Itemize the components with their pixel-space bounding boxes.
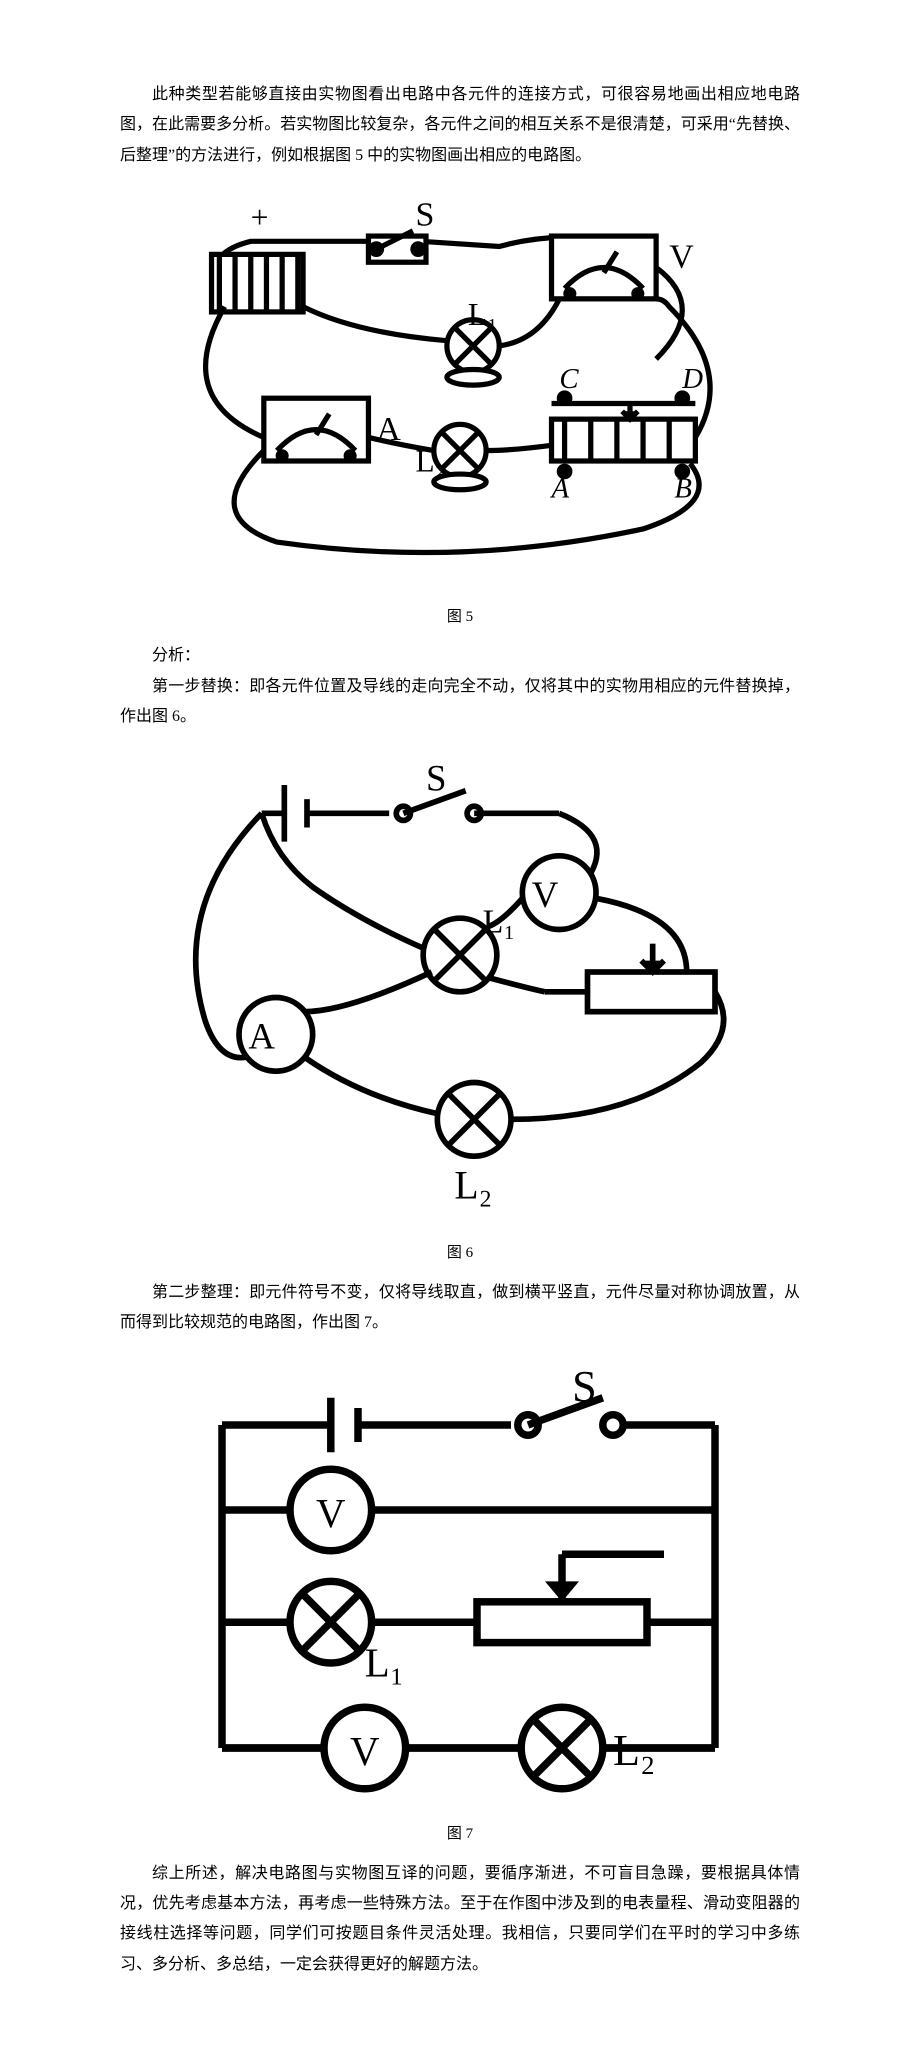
svg-text:A: A: [248, 1015, 275, 1056]
svg-text:S: S: [572, 1362, 597, 1411]
svg-text:A: A: [550, 473, 570, 505]
svg-text:A: A: [376, 411, 401, 448]
svg-text:L₂: L₂: [613, 1726, 655, 1775]
svg-text:+: +: [251, 200, 269, 235]
svg-text:L₁: L₁: [365, 1640, 404, 1685]
step2-paragraph: 第二步整理：即元件符号不变，仅将导线取直，做到横平竖直，元件尽量对称协调放置，从…: [120, 1278, 800, 1339]
figure-7-caption: 图 7: [120, 1820, 800, 1849]
figure-6-caption: 图 6: [120, 1239, 800, 1268]
figure-6: S V L₁ A L₂: [120, 751, 800, 1230]
summary-paragraph: 综上所述，解决电路图与实物图互译的问题，要循序渐进，不可盲目急躁，要根据具体情况…: [120, 1859, 800, 1981]
figure-6-svg: S V L₁ A L₂: [120, 751, 800, 1219]
step1-paragraph: 第一步替换：即各元件位置及导线的走向完全不动，仅将其中的实物用相应的元件替换掉，…: [120, 672, 800, 733]
analysis-label: 分析：: [120, 641, 800, 671]
svg-text:L₁: L₁: [483, 903, 516, 940]
svg-text:C: C: [559, 363, 579, 395]
svg-text:S: S: [416, 197, 435, 234]
svg-text:L₁: L₁: [468, 297, 498, 332]
svg-text:D: D: [681, 363, 703, 395]
figure-7-svg: S V L₁ V L₂: [120, 1357, 800, 1799]
svg-text:V: V: [669, 239, 694, 276]
svg-text:V: V: [316, 1491, 345, 1536]
svg-text:V: V: [532, 873, 559, 914]
intro-paragraph: 此种类型若能够直接由实物图看出电路中各元件的连接方式，可很容易地画出相应地电路图…: [120, 80, 800, 171]
svg-text:L₂: L₂: [454, 1163, 492, 1207]
figure-7: S V L₁ V L₂: [120, 1357, 800, 1810]
svg-text:V: V: [350, 1729, 379, 1774]
figure-5: + S V L₁ C D A L₂ A B: [120, 189, 800, 593]
figure-5-svg: + S V L₁ C D A L₂ A B: [120, 189, 800, 581]
svg-text:S: S: [426, 757, 446, 798]
figure-5-caption: 图 5: [120, 603, 800, 632]
svg-text:L₂: L₂: [416, 444, 446, 479]
svg-text:B: B: [674, 473, 692, 505]
